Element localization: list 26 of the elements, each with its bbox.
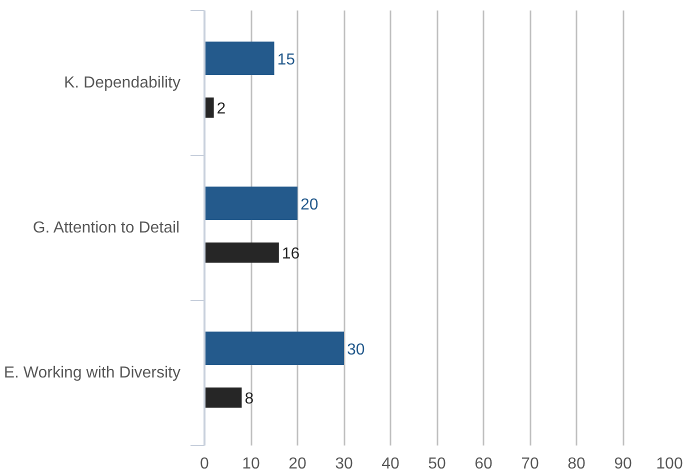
data-label: 16 xyxy=(282,246,300,263)
y-tick-label: G. Attention to Detail xyxy=(32,220,180,236)
x-tick-label: 30 xyxy=(335,456,353,471)
x-tick-label: 20 xyxy=(288,456,306,471)
x-tick-label: 90 xyxy=(614,456,632,471)
data-label: 15 xyxy=(277,51,296,68)
x-tick-label: 50 xyxy=(428,456,446,471)
bar xyxy=(204,388,242,408)
data-label: 8 xyxy=(244,390,254,408)
x-tick-label: 40 xyxy=(382,456,400,471)
x-tick-label: 70 xyxy=(521,456,539,471)
x-tick-label: 0 xyxy=(200,456,210,471)
x-tick-label: 10 xyxy=(242,456,260,471)
y-tick-label: K. Dependability xyxy=(64,74,180,92)
x-tick-label: 100 xyxy=(656,456,683,471)
bar xyxy=(204,332,344,366)
x-tick-label: 60 xyxy=(474,456,492,471)
data-label: 30 xyxy=(347,341,365,358)
x-tick-label: 80 xyxy=(568,456,586,471)
bar xyxy=(204,98,214,118)
bar xyxy=(204,186,298,220)
bar xyxy=(204,42,274,76)
data-label: 20 xyxy=(300,196,318,214)
bar xyxy=(204,242,279,263)
data-label: 2 xyxy=(216,100,226,118)
y-tick-label: E. Working with Diversity xyxy=(4,364,181,382)
